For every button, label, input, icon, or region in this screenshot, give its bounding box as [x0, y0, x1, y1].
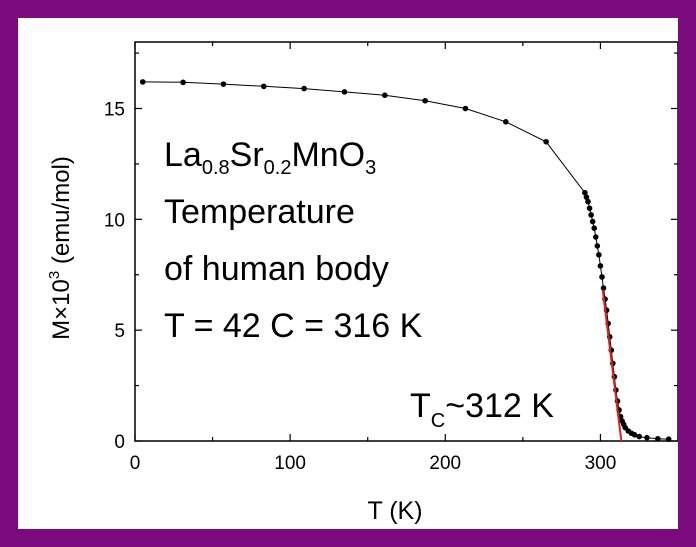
- data-point: [462, 105, 469, 112]
- plot-axes: 0 100 200 300 0 5 10 15: [104, 41, 678, 474]
- data-point: [139, 79, 146, 85]
- x-tick-label: 300: [585, 453, 617, 474]
- y-axis-label-exponent: 3: [46, 271, 63, 279]
- data-point: [502, 119, 509, 125]
- y-tick-label: 0: [114, 432, 125, 453]
- data-point: [597, 263, 604, 269]
- data-point: [655, 435, 661, 442]
- x-tick-label: 100: [274, 453, 306, 474]
- y-axis-label-main: M×10: [48, 279, 75, 340]
- data-point: [599, 274, 605, 280]
- y-tick-label: 15: [104, 100, 125, 121]
- chart-panel: 0 100 200 300 0 5 10 15 T (K) M×103 (emu/mol) L…: [18, 18, 678, 529]
- x-tick-label: 200: [429, 453, 461, 474]
- y-axis-label-units: (emu/mol): [48, 156, 75, 271]
- chart: 0 100 200 300 0 5 10 15 T (K) M×103 (emu/mol) L…: [46, 41, 678, 525]
- data-point: [220, 81, 227, 87]
- data-point: [543, 138, 549, 145]
- data-point: [588, 212, 594, 218]
- annotation-compound: La0.8Sr0.2MnO3: [164, 136, 376, 179]
- data-point: [583, 194, 590, 200]
- data-point: [422, 97, 428, 104]
- data-point: [591, 225, 598, 231]
- data-point: [582, 189, 588, 196]
- data-point: [592, 234, 599, 240]
- data-point: [589, 218, 596, 225]
- data-point: [665, 436, 672, 443]
- annotation-curie-temperature: TC~312 K: [410, 387, 554, 432]
- data-point: [631, 431, 638, 438]
- data-point: [260, 83, 267, 90]
- data-point: [636, 433, 643, 440]
- data-point: [600, 285, 607, 291]
- annotation-body-temperature: T = 42 C = 316 K: [164, 307, 423, 345]
- data-point: [381, 92, 388, 98]
- tc-fit-line: [601, 290, 623, 442]
- plot-frame: [134, 41, 678, 442]
- y-tick-label: 10: [104, 210, 125, 231]
- x-axis-label: T (K): [367, 497, 422, 525]
- data-point: [586, 205, 593, 212]
- data-point: [594, 243, 601, 249]
- data-point: [585, 198, 591, 205]
- annotation-temperature: Temperature: [164, 193, 355, 231]
- annotation-human-body: of human body: [164, 250, 389, 288]
- data-point: [596, 252, 602, 258]
- data-point: [644, 434, 650, 441]
- y-tick-label: 5: [114, 321, 125, 342]
- data-point: [341, 89, 348, 95]
- x-tick-label: 0: [130, 453, 141, 474]
- data-marks: [139, 79, 672, 443]
- y-axis-label: M×103 (emu/mol): [46, 156, 75, 340]
- data-point: [301, 85, 307, 92]
- data-point: [180, 79, 186, 86]
